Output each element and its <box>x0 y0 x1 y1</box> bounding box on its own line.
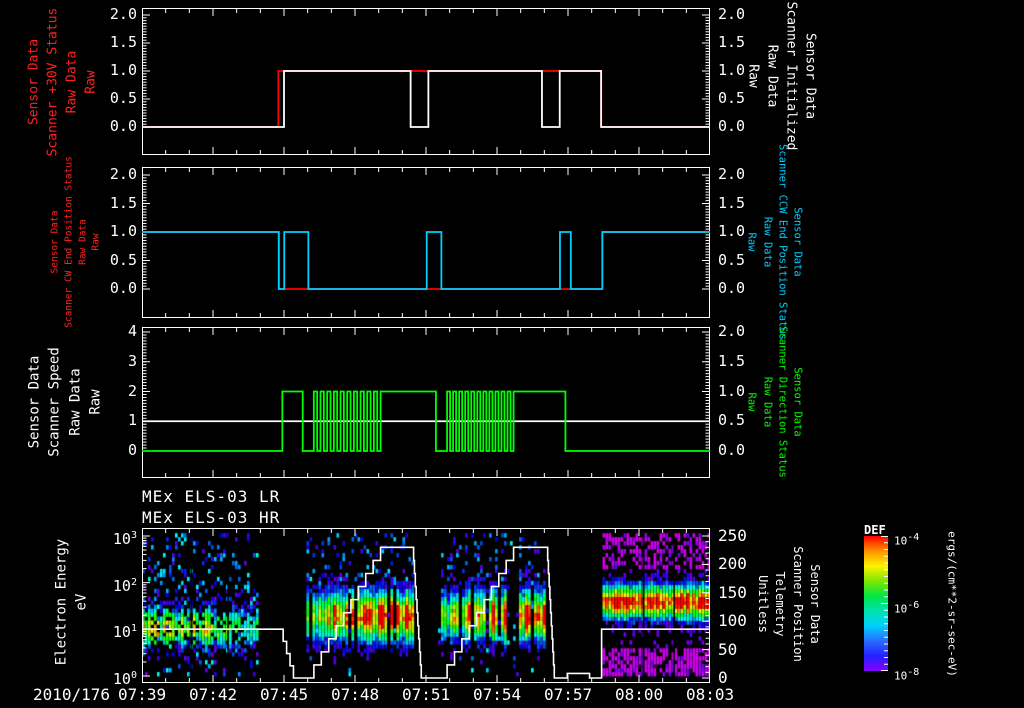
y-tick-label: 150 <box>718 582 747 602</box>
axis-title-line: Sensor Data <box>807 564 822 644</box>
axis-title-line: Scanner CCW End Position Status <box>776 144 789 340</box>
y-tick-label: 1.5 <box>718 193 746 212</box>
axis-title-line: Raw <box>746 64 762 88</box>
panel3-right-axis-title: Sensor Data Scanner Direction Status Raw… <box>744 326 805 478</box>
y-tick-label: 0 <box>127 441 137 459</box>
y-tick-label: 2.0 <box>109 165 137 183</box>
y-tick-label: 2.0 <box>109 5 137 23</box>
axis-title-line: Telemetry <box>773 571 787 637</box>
x-tick-label: 08:00 <box>615 685 664 704</box>
x-tick-label: 08:03 <box>686 685 735 704</box>
y-tick-label: 0.5 <box>718 411 746 430</box>
y-tick-label: 0.0 <box>718 441 746 459</box>
x-tick-label: 07:57 <box>544 685 593 704</box>
colorbar <box>864 536 888 671</box>
spectrogram-title-hr: MEx ELS-03 HR <box>142 508 281 527</box>
x-tick-label: 07:54 <box>473 685 522 704</box>
x-tick-label: 07:45 <box>260 685 309 704</box>
y-tick-label: 1.5 <box>109 33 137 51</box>
axis-title-line: Raw Data <box>765 44 780 108</box>
y-tick-label: 0.5 <box>109 250 137 269</box>
y-tick-label: 0 <box>718 668 728 687</box>
y-tick-label: 0.5 <box>718 89 746 107</box>
spectrogram-canvas <box>142 528 710 683</box>
colorbar-tick-label: 10-8 <box>894 667 920 683</box>
spectrogram-left-axis-title: Electron Energy eV <box>52 539 93 665</box>
spectrogram-right-axis-title: Sensor Data Scanner Position Telemetry U… <box>753 546 823 662</box>
y-tick-label: 0.0 <box>109 117 137 135</box>
panel2-end-position-plot <box>142 167 710 318</box>
y-tick-label: 0.0 <box>718 117 746 135</box>
y-tick-label: 0.0 <box>109 279 137 297</box>
axis-title-line: eV <box>74 593 90 611</box>
axis-title-line: Raw Data <box>77 219 88 265</box>
y-tick-label: 1.0 <box>718 222 746 240</box>
y-tick-label: 2.0 <box>718 165 746 183</box>
x-tick-label: 07:48 <box>331 685 380 704</box>
axis-title-line: Scanner Speed <box>46 347 63 457</box>
axis-title-line: Scanner Direction Status <box>776 326 789 478</box>
colorbar-tick-label: 10-4 <box>894 532 920 548</box>
colorbar-ticks <box>881 536 888 671</box>
y-tick-label: 4 <box>127 322 137 340</box>
axis-title-line: Sensor Data <box>802 32 818 120</box>
y-tick-label: 1.0 <box>109 61 137 79</box>
axis-title-line: Unitless <box>755 575 770 633</box>
y-tick-label: 103 <box>112 530 137 548</box>
y-tick-label: 1.5 <box>718 351 746 370</box>
axis-title-line: Sensor Data <box>791 367 804 437</box>
x-tick-label: 07:42 <box>189 685 238 704</box>
y-tick-label: 1.0 <box>109 222 137 240</box>
colorbar-title: DEF <box>864 523 886 537</box>
y-tick-label: 1.5 <box>718 33 746 51</box>
colorbar-tick-label: 10-6 <box>894 599 920 616</box>
axis-title-line: Raw <box>745 392 758 412</box>
y-tick-label: 1.0 <box>718 61 746 79</box>
axis-title-line: Sensor Data <box>49 210 61 274</box>
x-tick-label: 07:39 <box>118 685 167 704</box>
y-tick-label: 200 <box>718 554 747 574</box>
y-tick-label: 0.5 <box>718 250 746 269</box>
y-tick-label: 1.0 <box>718 381 746 400</box>
axis-title-line: Electron Energy <box>53 538 70 666</box>
y-tick-label: 0.5 <box>109 89 137 107</box>
y-tick-label: 2 <box>127 381 137 400</box>
axis-title-line: Sensor Data <box>26 355 43 449</box>
y-tick-label: 1 <box>127 411 137 430</box>
y-tick-label: 102 <box>112 576 137 595</box>
panel2-right-axis-title: Sensor Data Scanner CCW End Position Sta… <box>744 144 805 340</box>
y-tick-label: 3 <box>127 351 137 370</box>
axis-title-line: Sensor Data <box>791 207 804 277</box>
axis-title-line: Raw Data <box>761 376 773 428</box>
y-tick-label: 2.0 <box>718 322 746 340</box>
y-tick-label: 1.5 <box>109 193 137 212</box>
date-label: 2010/176 <box>33 685 111 704</box>
panel1-left-axis-title: Sensor Data Scanner +30V Status Raw Data… <box>25 8 100 157</box>
axis-title-line: Raw <box>82 70 98 94</box>
y-tick-label: 100 <box>718 611 747 631</box>
axis-title-line: Scanner Initialized <box>783 1 799 151</box>
spectrogram-title-lr: MEx ELS-03 LR <box>142 487 281 506</box>
axis-title-line: Scanner +30V Status <box>45 7 61 157</box>
y-tick-label: 2.0 <box>718 5 746 23</box>
panel1-right-axis-title: Sensor Data Scanner Initialized Raw Data… <box>743 2 818 151</box>
axis-title-line: Raw <box>745 232 758 252</box>
axis-title-line: Raw Data <box>64 50 79 114</box>
axis-title-line: Scanner CW End Position Status <box>63 156 75 328</box>
panel1-scanner-status-plot <box>142 8 710 155</box>
axis-title-line: Raw Data <box>761 216 773 268</box>
axis-title-line: Raw Data <box>67 368 83 436</box>
y-tick-label: 101 <box>112 623 137 642</box>
axis-title-line: Sensor Data <box>26 38 42 126</box>
spectrogram-axes-and-trace <box>142 528 710 683</box>
y-tick-label: 0.0 <box>718 279 746 297</box>
y-tick-label: 50 <box>718 639 738 659</box>
colorbar-unit-label: ergs/(cm**2-sr-sec-eV) <box>945 530 959 677</box>
axis-title-line: Scanner Position <box>790 546 805 662</box>
y-tick-label: 100 <box>112 670 137 688</box>
x-tick-label: 07:51 <box>402 685 451 704</box>
y-tick-label: 250 <box>718 526 747 545</box>
panel3-scanner-speed-plot <box>142 327 710 478</box>
